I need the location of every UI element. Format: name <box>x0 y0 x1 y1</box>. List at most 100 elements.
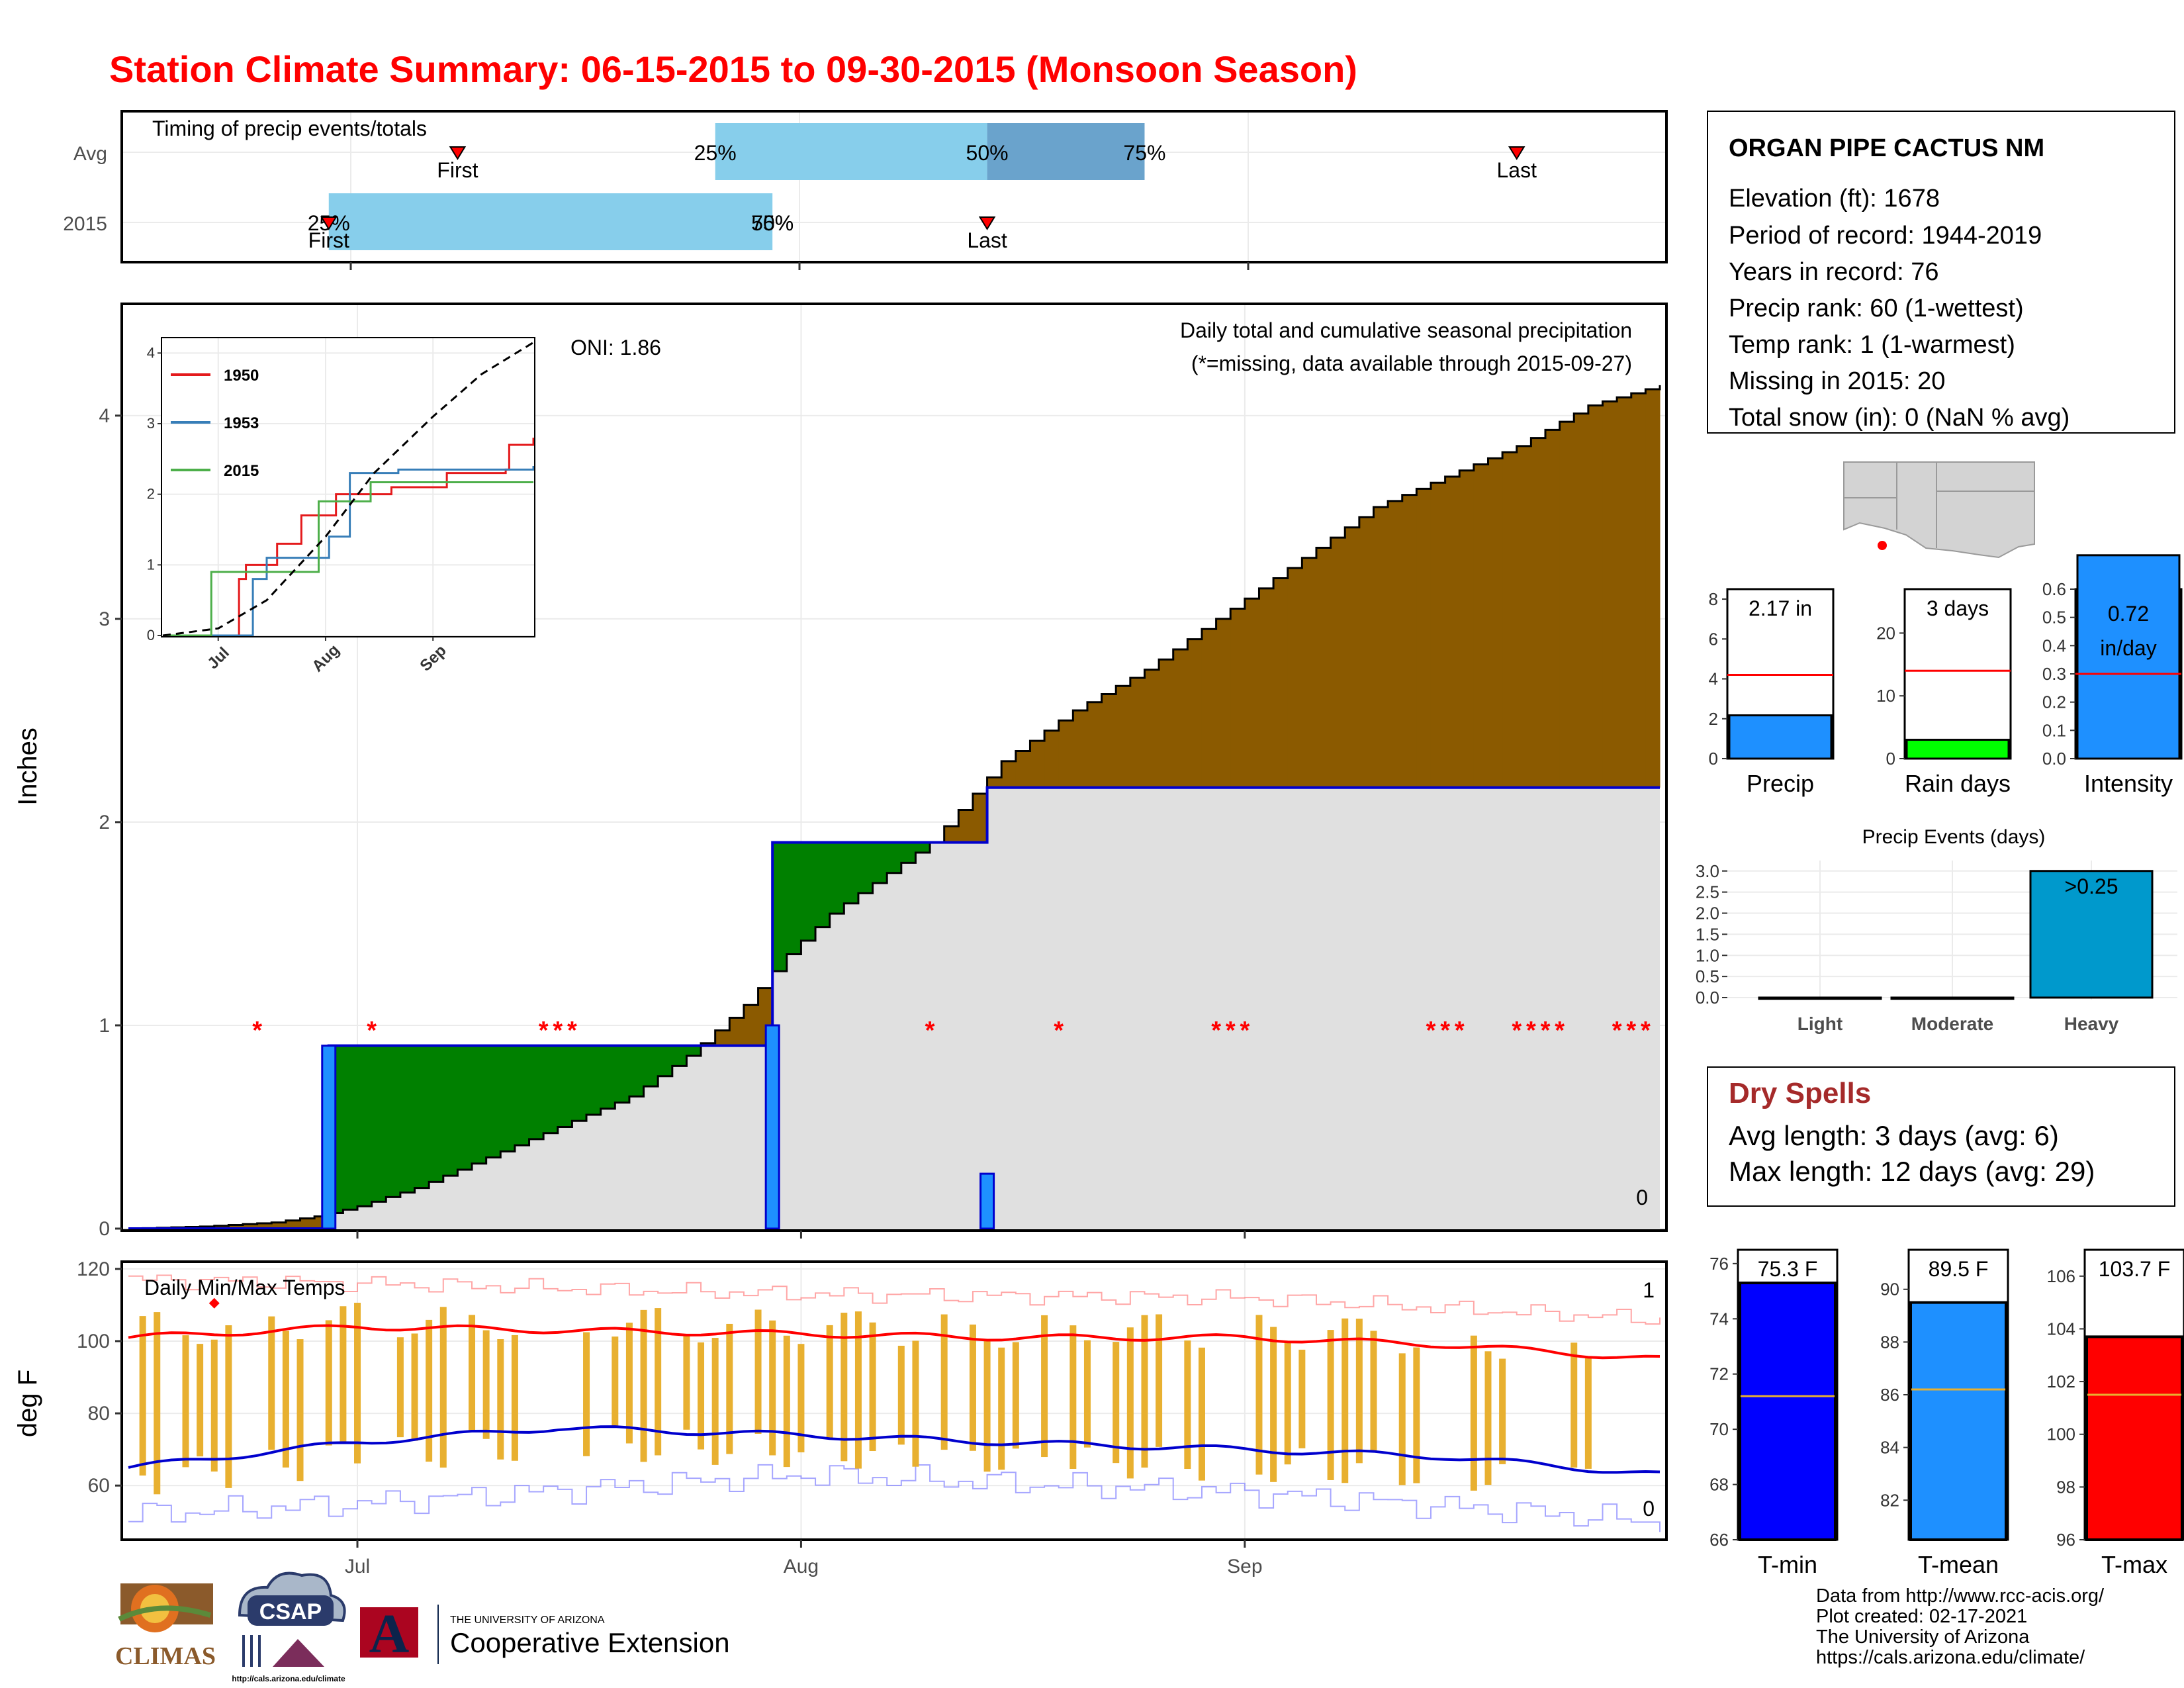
above-average-surplus <box>801 842 816 941</box>
temp-title: Daily Min/Max Temps <box>144 1276 345 1299</box>
main-subtitle: Daily total and cumulative seasonal prec… <box>1180 318 1632 342</box>
daily-temp-bar <box>439 1307 447 1468</box>
average-cumulative-line <box>128 385 1661 1230</box>
below-average-deficit <box>1244 598 1259 788</box>
temp-bar-y-tick-label: 106 <box>2047 1266 2075 1286</box>
daily-temp-bar <box>225 1325 232 1488</box>
missing-day-marker: * <box>1541 1017 1551 1045</box>
below-average-deficit <box>1201 629 1217 788</box>
missing-day-marker: * <box>1426 1017 1436 1045</box>
below-average-deficit <box>1445 476 1460 788</box>
temp-value-T-min: 75.3 F <box>1758 1257 1818 1281</box>
daily-temp-bar <box>897 1345 905 1445</box>
below-average-deficit <box>972 793 988 843</box>
daily-temp-bar <box>1113 1342 1120 1464</box>
below-average-deficit <box>1574 413 1589 788</box>
daily-temp-bar <box>354 1302 361 1464</box>
missing-day-marker: * <box>1555 1017 1565 1045</box>
temp-y-tick-label: 80 <box>88 1403 110 1425</box>
below-average-deficit <box>1531 438 1546 788</box>
above-average-surplus <box>486 1045 501 1158</box>
ua-cooperative-extension-logo: A THE UNIVERSITY OF ARIZONA Cooperative … <box>360 1603 730 1665</box>
above-average-surplus <box>901 842 916 863</box>
station-location-marker <box>1878 541 1887 550</box>
precip-event-bar-Moderate <box>1890 996 2015 1000</box>
above-average-surplus <box>815 842 831 927</box>
above-average-surplus <box>772 842 788 972</box>
below-average-deficit <box>1617 397 1632 788</box>
below-average-deficit <box>285 1220 301 1229</box>
inset-series-line-1953 <box>163 466 535 637</box>
below-average-deficit <box>743 1005 759 1046</box>
below-average-deficit <box>1502 452 1518 788</box>
temp-y-tick-label: 120 <box>77 1258 110 1280</box>
temp-count-high: 1 <box>1643 1278 1655 1302</box>
below-average-deficit <box>715 1030 730 1046</box>
temp-bar-y-tick-label: 102 <box>2047 1372 2075 1391</box>
below-average-deficit <box>1001 761 1017 788</box>
above-average-surplus <box>572 1045 587 1121</box>
inset-legend-label-1953: 1953 <box>224 414 259 432</box>
below-average-deficit <box>1330 538 1345 788</box>
daily-temp-bar <box>1012 1342 1019 1449</box>
daily-temp-bar <box>411 1333 418 1441</box>
above-average-surplus <box>429 1045 444 1182</box>
below-average-deficit <box>1345 527 1360 788</box>
temp-bar-y-tick-label: 74 <box>1709 1309 1729 1329</box>
avg-50-75-bar <box>987 123 1145 180</box>
daily-temp-bar <box>497 1339 504 1460</box>
below-average-deficit <box>271 1222 287 1229</box>
mini-y-tick-label: 0.0 <box>2042 749 2066 769</box>
inset-series-avg-line <box>162 342 534 637</box>
daily-temp-bar <box>625 1323 633 1444</box>
below-average-deficit <box>1116 686 1131 788</box>
precip-events-title: Precip Events (days) <box>1862 826 2046 848</box>
y2015-25-50-bar <box>328 193 773 250</box>
temp-bar-y-tick-label: 98 <box>2056 1477 2075 1497</box>
dry-spells-title: Dry Spells <box>1729 1077 1871 1109</box>
mini-y-tick-label: 0.5 <box>2042 608 2066 628</box>
temp-marks <box>128 1274 1661 1532</box>
mini-value-Intensity: 0.72 <box>2108 602 2149 626</box>
station-line-elevation: Elevation (ft): 1678 <box>1729 185 1940 212</box>
temp-bar-T-max <box>2085 1335 2183 1542</box>
mini-y-tick-label: 8 <box>1709 589 1718 609</box>
footer-credits: Data from http://www.rcc-acis.org/ Plot … <box>1816 1585 2105 1668</box>
avg-75-label: 75% <box>1123 141 1165 165</box>
daily-temp-bar <box>396 1337 404 1438</box>
missing-markers: * * * * * * * * * * * * * * * * * * * * <box>252 1017 1651 1045</box>
inset-frame <box>161 337 535 637</box>
mini-y-tick-label: 2 <box>1709 709 1718 729</box>
inset-y-tick-label: 4 <box>147 344 155 361</box>
daily-temp-bar <box>1126 1327 1134 1479</box>
missing-day-marker: * <box>1626 1017 1636 1045</box>
above-average-surplus <box>858 842 874 894</box>
daily-temp-bar <box>1327 1330 1334 1480</box>
below-average-deficit <box>1173 649 1188 788</box>
below-average-deficit <box>1187 639 1203 788</box>
temp-bar-y-tick-label: 70 <box>1709 1419 1729 1439</box>
above-average-surplus <box>371 1045 387 1202</box>
below-average-deficit <box>1087 702 1103 788</box>
mini-y-tick-label: 6 <box>1709 629 1718 649</box>
below-average-deficit <box>1645 389 1661 788</box>
station-line-precip-rank: Precip rank: 60 (1-wettest) <box>1729 295 2024 322</box>
daily-temp-bar <box>1570 1342 1578 1468</box>
daily-precip-bar <box>979 1172 995 1230</box>
daily-temp-bar <box>1342 1318 1349 1483</box>
daily-temp-bar <box>1041 1315 1048 1458</box>
main-y-tick-label: 2 <box>99 812 110 833</box>
missing-day-marker: * <box>567 1017 577 1045</box>
missing-day-marker: * <box>1512 1017 1522 1045</box>
daily-temp-bar <box>1413 1347 1420 1483</box>
below-average-deficit <box>1602 401 1617 788</box>
above-average-surplus <box>915 842 931 853</box>
oni-label: ONI: 1.86 <box>570 336 661 359</box>
mini-y-tick-label: 10 <box>1876 686 1895 706</box>
missing-day-marker: * <box>1526 1017 1536 1045</box>
below-average-deficit <box>1588 405 1603 788</box>
bottom-x-tick-label: Aug <box>784 1556 819 1577</box>
below-average-deficit <box>1130 677 1145 788</box>
main-y-tick-label: 0 <box>99 1218 110 1240</box>
